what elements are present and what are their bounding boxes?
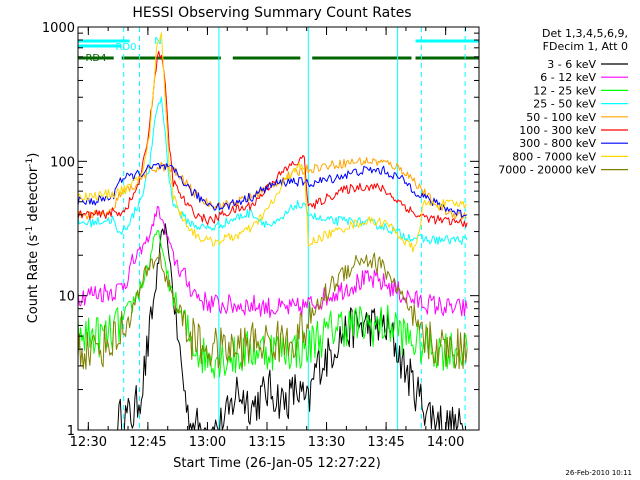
legend-label-3: 25 - 50 keV bbox=[533, 98, 596, 111]
y-axis-label-main: Count Rate (s bbox=[26, 235, 41, 324]
y-tick-label-3: 1000 bbox=[42, 21, 75, 36]
legend-header-line2: FDecim 1, Att 0 bbox=[543, 40, 628, 53]
series-line-7 bbox=[77, 32, 468, 253]
legend-label-1: 6 - 12 keV bbox=[540, 71, 596, 84]
y-axis-label-sup2: -1 bbox=[25, 158, 35, 167]
y-tick-label-2: 100 bbox=[50, 155, 75, 170]
x-tick-label-6: 14:00 bbox=[427, 435, 464, 450]
legend-label-5: 100 - 300 keV bbox=[519, 124, 596, 137]
series-line-6 bbox=[77, 163, 468, 218]
legend-header-line1: Det 1,3,4,5,6,9, bbox=[542, 27, 628, 40]
legend-label-0: 3 - 6 keV bbox=[547, 58, 596, 71]
legend-label-2: 12 - 25 keV bbox=[533, 84, 596, 97]
series-lines bbox=[77, 32, 468, 431]
x-tick-label-3: 13:15 bbox=[248, 435, 285, 450]
legend: Det 1,3,4,5,6,9, FDecim 1, Att 0 3 - 6 k… bbox=[498, 27, 628, 177]
y-axis-label-mid: detector bbox=[26, 166, 41, 226]
x-tick-label-0: 12:30 bbox=[70, 435, 107, 450]
x-tick-label-2: 13:00 bbox=[189, 435, 226, 450]
plot-frame bbox=[77, 26, 480, 431]
x-tick-label-1: 12:45 bbox=[129, 435, 166, 450]
vertical-markers bbox=[123, 27, 466, 430]
x-tick-label-4: 13:30 bbox=[308, 435, 345, 450]
y-axis-label-sup1: -1 bbox=[25, 226, 35, 235]
series-line-4 bbox=[77, 157, 468, 220]
x-axis-label: Start Time (26-Jan-05 12:27:22) bbox=[173, 456, 381, 471]
series-line-3 bbox=[77, 96, 468, 245]
legend-label-6: 300 - 800 keV bbox=[519, 137, 596, 150]
y-axis-label-end: ) bbox=[26, 153, 41, 158]
y-tick-label-1: 10 bbox=[58, 290, 75, 305]
chart-title: HESSI Observing Summary Count Rates bbox=[132, 5, 411, 21]
series-line-2 bbox=[77, 230, 468, 379]
segment-bar-label-rd4: RD4 bbox=[85, 53, 106, 64]
segment-bar-label-rd0: RD0 bbox=[115, 42, 136, 53]
legend-label-7: 800 - 7000 keV bbox=[512, 150, 596, 163]
series-line-0 bbox=[117, 223, 468, 431]
y-axis-label: Count Rate (s-1 detector-1) bbox=[25, 153, 41, 324]
legend-label-4: 50 - 100 keV bbox=[526, 111, 596, 124]
y-tick-label-0: 1 bbox=[67, 424, 75, 439]
series-line-5 bbox=[77, 50, 468, 228]
x-tick-label-5: 13:45 bbox=[367, 435, 404, 450]
series-line-1 bbox=[77, 205, 468, 318]
legend-label-8: 7000 - 20000 keV bbox=[498, 164, 596, 177]
axis-ticks: 12:30 12:45 13:00 13:15 13:30 13:45 14:00 1 10 10… bbox=[42, 21, 479, 450]
series-line-8 bbox=[77, 251, 468, 370]
footer-timestamp: 26-Feb-2010 10:11 bbox=[565, 469, 632, 477]
